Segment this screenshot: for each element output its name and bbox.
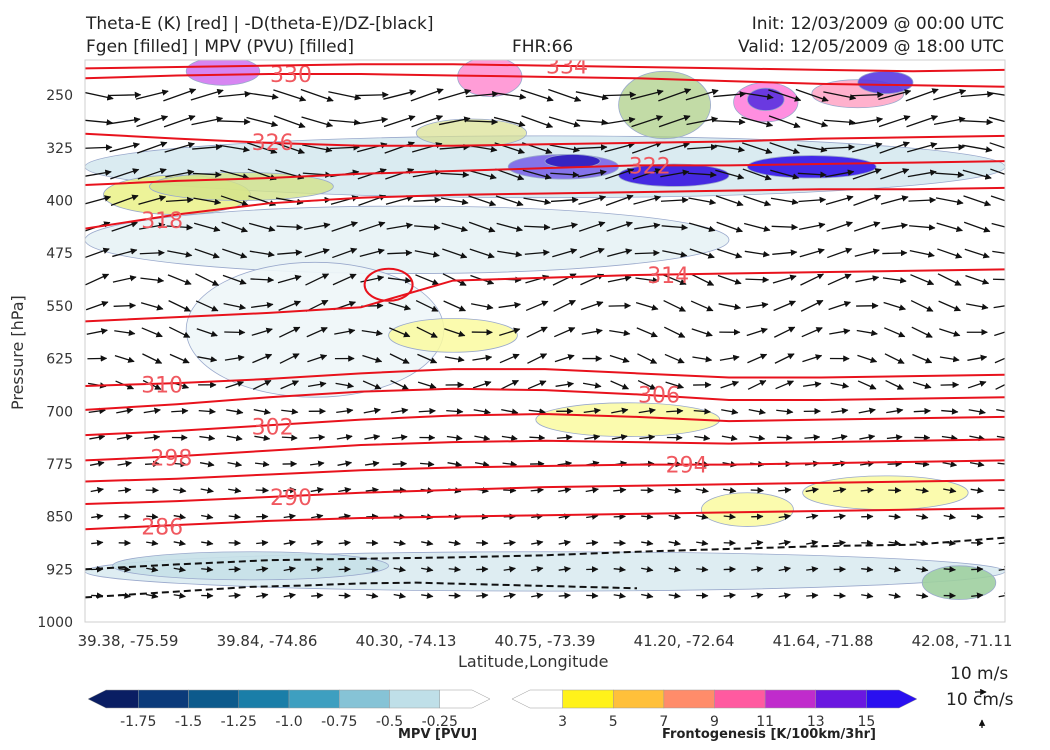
- theta-e-contour-306: [85, 387, 1005, 411]
- fgen-colorbar-tick: 9: [710, 714, 719, 730]
- x-tick-label: 39.84, -74.86: [217, 632, 318, 650]
- theta-e-contour-334: [85, 63, 1005, 73]
- x-axis-label: Latitude,Longitude: [458, 652, 609, 671]
- theta-e-contour-298: [85, 438, 1005, 462]
- theta-e-contour-294: [85, 459, 1005, 483]
- fgen-colorbar-tick: 7: [659, 714, 668, 730]
- x-tick-label: 39.38, -75.59: [78, 632, 179, 650]
- title-line-2: Fgen [filled] | MPV (PVU) [filled]: [86, 37, 355, 57]
- mpv-colorbar-tick: -1.25: [221, 714, 257, 730]
- wind-legend-horizontal: 10 m/s: [950, 664, 1009, 684]
- y-tick-label: 925: [46, 562, 73, 578]
- x-tick-label: 40.30, -74.13: [356, 632, 457, 650]
- title-line-1: Theta-E (K) [red] | -D(theta-E)/DZ-[blac…: [86, 14, 434, 34]
- fgen-colorbar-swatch: [663, 689, 715, 709]
- y-tick-label: 325: [46, 141, 73, 157]
- y-tick-label: 625: [46, 352, 73, 368]
- fgen-colorbar-swatch: [714, 689, 766, 709]
- theta-e-contour-290: [85, 479, 1005, 505]
- theta-e-label-310: 310: [141, 373, 183, 398]
- theta-e-label-290: 290: [270, 486, 312, 511]
- theta-e-contour-322: [85, 160, 1005, 187]
- theta-e-contour-286: [85, 507, 1005, 531]
- theta-e-label-322: 322: [629, 155, 671, 180]
- y-tick-label: 250: [46, 88, 73, 104]
- mpv-colorbar-swatch: [188, 689, 239, 709]
- mpv-colorbar-tick: -1.0: [275, 714, 302, 730]
- fgen-colorbar-tick: 15: [857, 714, 875, 730]
- plot-frame: [84, 59, 1006, 623]
- mpv-colorbar-tick: -1.75: [120, 714, 156, 730]
- theta-e-label-294: 294: [666, 454, 708, 479]
- theta-e-contour-326: [85, 132, 1005, 147]
- theta-e-label-314: 314: [647, 264, 689, 289]
- x-tick-label: 40.75, -73.39: [495, 632, 596, 650]
- fgen-colorbar-label: Frontogenesis [K/100km/3hr]: [662, 727, 876, 742]
- fgen-colorbar-tick: 3: [558, 714, 567, 730]
- y-tick-label: 475: [46, 246, 73, 262]
- y-tick-label: 700: [46, 404, 73, 420]
- mpv-colorbar-tick: -0.5: [376, 714, 403, 730]
- theta-e-label-334: 334: [546, 55, 588, 80]
- init-time: Init: 12/03/2009 @ 00:00 UTC: [751, 14, 1004, 34]
- y-tick-label: 775: [46, 457, 73, 473]
- wind-legend-vertical: 10 cm/s: [946, 690, 1014, 710]
- x-tick-label: 42.08, -71.11: [912, 632, 1013, 650]
- theta-e-label-306: 306: [638, 383, 680, 408]
- fgen-colorbar-tick: 11: [756, 714, 774, 730]
- theta-e-label-302: 302: [252, 415, 294, 440]
- mpv-colorbar-tick: -1.5: [175, 714, 202, 730]
- fgen-colorbar-swatch: [511, 689, 563, 709]
- theta-e-contour-314: [85, 268, 1005, 323]
- y-tick-label: 400: [46, 194, 73, 210]
- fgen-colorbar-swatch: [613, 689, 665, 709]
- fgen-colorbar-swatch: [815, 689, 867, 709]
- forecast-hour: FHR:66: [512, 37, 574, 57]
- mpv-colorbar-swatch: [288, 689, 340, 709]
- mpv-colorbar-swatch: [87, 689, 139, 709]
- mpv-colorbar-swatch: [138, 689, 189, 709]
- theta-e-label-298: 298: [150, 446, 192, 471]
- theta-e-label-330: 330: [270, 63, 312, 88]
- y-tick-label: 1000: [37, 615, 73, 631]
- x-tick-label: 41.64, -71.88: [773, 632, 874, 650]
- valid-time: Valid: 12/05/2009 @ 18:00 UTC: [738, 37, 1004, 57]
- theta-e-label-326: 326: [252, 131, 294, 156]
- fgen-colorbar-swatch: [764, 689, 816, 709]
- mpv-colorbar-swatch: [339, 689, 390, 709]
- mpv-colorbar-swatch: [238, 689, 290, 709]
- fgen-colorbar-swatch: [562, 689, 614, 709]
- fgen-colorbar-tick: 13: [807, 714, 825, 730]
- mpv-colorbar-label: MPV [PVU]: [398, 727, 478, 742]
- mpv-colorbar-swatch: [439, 689, 491, 709]
- mpv-colorbar-swatch: [389, 689, 440, 709]
- mpv-colorbar-tick: -0.75: [321, 714, 357, 730]
- theta-e-contour-310: [85, 368, 1005, 387]
- y-tick-label: 550: [46, 299, 73, 315]
- plot-area: 286 290 294 298 302 306 310 314 318 322 326 330 334: [85, 55, 1005, 600]
- theta-e-label-286: 286: [141, 516, 183, 541]
- theta-e-contour-318: [85, 186, 1005, 230]
- fgen-colorbar-tick: 5: [609, 714, 618, 730]
- mpv-colorbar-tick: -0.25: [422, 714, 458, 730]
- theta-e-contour-302: [85, 413, 1005, 437]
- fgen-colorbar-swatch: [866, 689, 918, 709]
- y-tick-label: 850: [46, 510, 73, 526]
- theta-e-contour-330: [85, 73, 1005, 88]
- x-tick-label: 41.20, -72.64: [634, 632, 735, 650]
- theta-e-label-318: 318: [141, 209, 183, 234]
- y-axis-label: Pressure [hPa]: [8, 295, 27, 410]
